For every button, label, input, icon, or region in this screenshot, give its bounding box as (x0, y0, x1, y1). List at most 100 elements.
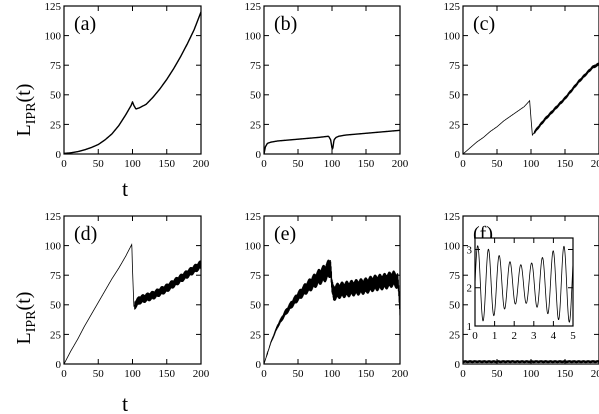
inset-xtick-label-3: 3 (531, 330, 537, 342)
panel-b-xtick-label-2: 100 (324, 158, 341, 170)
panel-c-label: (c) (473, 13, 495, 35)
inset-ytick-label-2: 3 (467, 244, 473, 256)
panel-b-ytick-label-1: 25 (250, 119, 262, 131)
panel-e-label: (e) (274, 223, 296, 245)
panel-e-xtick-label-3: 150 (358, 368, 375, 380)
panel-f-ytick-label-1: 25 (449, 329, 461, 341)
panel-d-ytick-label-4: 100 (45, 240, 62, 252)
panel-b: 0 50 100 150 200 0 25 50 75 100 125 (b) (245, 1, 409, 170)
ylabel-top-arg: (t) (13, 84, 35, 103)
panel-c-ytick-label-2: 50 (449, 90, 461, 102)
inset-series-0 (475, 245, 573, 323)
inset-xtick-label-4: 4 (551, 330, 557, 342)
panel-b-xtick-label-3: 150 (358, 158, 375, 170)
panel-c-xtick-label-4: 200 (591, 158, 599, 170)
panel-d-ytick-label-0: 0 (56, 359, 62, 371)
panel-a-xtick-label-0: 0 (61, 158, 67, 170)
panel-b-xtick-label-1: 50 (293, 158, 305, 170)
panel-f-ytick-label-4: 100 (444, 240, 461, 252)
panel-e-xtick-label-0: 0 (261, 368, 267, 380)
panel-c-ytick-label-3: 75 (449, 60, 461, 72)
panel-e-xtick-label-2: 100 (324, 368, 341, 380)
panel-a-ytick-label-1: 25 (50, 119, 62, 131)
panel-c-ytick-label-4: 100 (444, 30, 461, 42)
panel-f-ytick-label-0: 0 (455, 359, 461, 371)
panel-e-xtick-label-4: 200 (392, 368, 409, 380)
inset-xtick-label-5: 5 (570, 330, 576, 342)
panel-d-xtick-label-3: 150 (159, 368, 176, 380)
panel-d-xtick-label-4: 200 (193, 368, 210, 380)
inset-xtick-label-1: 1 (492, 330, 498, 342)
xlabel-top: t (122, 176, 128, 201)
ylabel-bottom-arg: (t) (13, 292, 35, 311)
panel-c-ytick-label-1: 25 (449, 119, 461, 131)
panel-a-ytick-label-3: 75 (50, 60, 62, 72)
panel-b-ytick-label-4: 100 (245, 30, 262, 42)
panel-d-ytick-label-1: 25 (50, 329, 62, 341)
panel-a-ytick-label-4: 100 (45, 30, 62, 42)
ylabel-bottom: LIPR(t) (13, 292, 39, 345)
panel-d: 0 50 100 150 200 0 25 50 75 100 125 (d) (45, 211, 210, 380)
panel-a-series-0 (64, 11, 201, 154)
panel-e-ytick-label-5: 125 (245, 211, 262, 223)
inset-ytick-label-0: 1 (467, 321, 473, 333)
ylabel-top-main: L (13, 124, 35, 136)
panel-e-ytick-label-4: 100 (245, 240, 262, 252)
panel-b-ytick-label-5: 125 (245, 1, 262, 13)
panel-f-xtick-label-4: 200 (591, 368, 599, 380)
panel-f-ytick-label-3: 75 (449, 270, 461, 282)
panel-d-series-0 (64, 243, 201, 364)
ylabel-bottom-sub: IPR (24, 310, 39, 332)
panel-c-xtick-label-0: 0 (460, 158, 466, 170)
panel-e-ytick-label-3: 75 (250, 270, 262, 282)
panel-e-series-0 (264, 259, 400, 364)
panel-f-xtick-label-3: 150 (557, 368, 574, 380)
panel-f-xtick-label-2: 100 (523, 368, 540, 380)
panel-d-xtick-label-0: 0 (61, 368, 67, 380)
panel-b-xtick-label-0: 0 (261, 158, 267, 170)
panel-e-xtick-label-1: 50 (293, 368, 305, 380)
inset-xtick-label-0: 0 (472, 330, 478, 342)
panel-a-label: (a) (74, 13, 96, 35)
panel-f-ytick-label-2: 50 (449, 300, 461, 312)
ylabel-bottom-main: L (13, 332, 35, 344)
panel-c-xtick-label-2: 100 (523, 158, 540, 170)
panel-b-ytick-label-3: 75 (250, 60, 262, 72)
panel-c-series-0 (463, 62, 599, 154)
ylabel-top-sub: IPR (24, 102, 39, 124)
panel-c: 0 50 100 150 200 0 25 50 75 100 125 (c) (444, 1, 599, 170)
panel-a-xtick-label-3: 150 (159, 158, 176, 170)
panel-b-ytick-label-0: 0 (256, 149, 262, 161)
panel-a-xtick-label-1: 50 (93, 158, 105, 170)
panel-e-ytick-label-2: 50 (250, 300, 262, 312)
panel-c-xtick-label-3: 150 (557, 158, 574, 170)
panel-f-xtick-label-0: 0 (460, 368, 466, 380)
inset-xtick-label-2: 2 (511, 330, 517, 342)
panel-e-ytick-label-1: 25 (250, 329, 262, 341)
panel-a-ytick-label-5: 125 (45, 1, 62, 13)
panel-c-xtick-label-1: 50 (492, 158, 504, 170)
panel-d-ytick-label-5: 125 (45, 211, 62, 223)
panel-a-ytick-label-2: 50 (50, 90, 62, 102)
panel-a: 0 50 100 150 200 0 25 50 75 100 125 (a) (45, 1, 210, 170)
panel-f-xtick-label-1: 50 (492, 368, 504, 380)
panel-a-xtick-label-2: 100 (124, 158, 141, 170)
panel-b-ytick-label-2: 50 (250, 90, 262, 102)
panel-d-label: (d) (74, 223, 97, 245)
panel-d-ytick-label-2: 50 (50, 300, 62, 312)
panel-b-label: (b) (274, 13, 297, 35)
panel-c-ytick-label-5: 125 (444, 1, 461, 13)
panel-f-ytick-label-5: 125 (444, 211, 461, 223)
panel-d-ytick-label-3: 75 (50, 270, 62, 282)
panel-d-xtick-label-2: 100 (124, 368, 141, 380)
panel-b-xtick-label-4: 200 (392, 158, 409, 170)
inset-background (475, 238, 573, 326)
panel-a-xtick-label-4: 200 (193, 158, 210, 170)
panel-b-series-0 (264, 129, 400, 154)
xlabel-bottom: t (122, 391, 128, 414)
inset-ytick-label-1: 2 (467, 283, 473, 295)
ylabel-top: LIPR(t) (13, 84, 39, 137)
